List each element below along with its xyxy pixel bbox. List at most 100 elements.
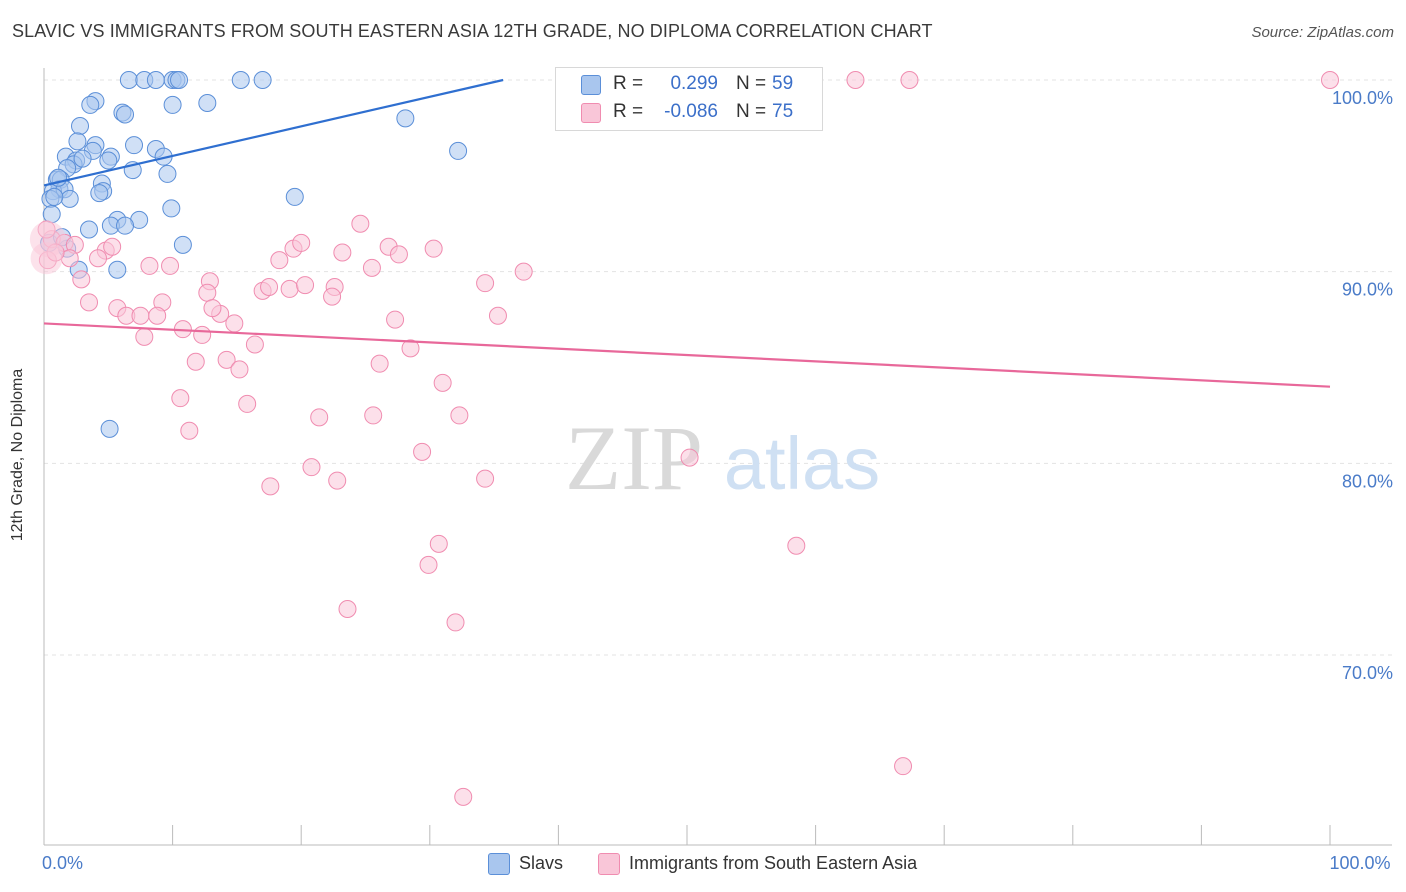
- point-slavs[interactable]: [396, 109, 415, 128]
- point-immigrants[interactable]: [171, 389, 190, 408]
- point-immigrants[interactable]: [476, 274, 495, 293]
- point-slavs[interactable]: [158, 164, 177, 183]
- point-immigrants[interactable]: [476, 469, 495, 488]
- point-immigrants[interactable]: [401, 339, 420, 358]
- point-slavs[interactable]: [163, 95, 182, 114]
- point-slavs[interactable]: [116, 105, 135, 124]
- point-immigrants[interactable]: [389, 245, 408, 264]
- r-value: -0.086: [664, 101, 718, 122]
- point-immigrants[interactable]: [302, 458, 321, 477]
- point-slavs[interactable]: [125, 136, 144, 155]
- point-immigrants[interactable]: [203, 299, 222, 318]
- point-slavs[interactable]: [60, 189, 79, 208]
- n-value: 59: [772, 73, 794, 94]
- point-immigrants[interactable]: [198, 283, 217, 302]
- point-immigrants[interactable]: [310, 408, 329, 427]
- point-immigrants[interactable]: [433, 373, 452, 392]
- point-immigrants[interactable]: [89, 249, 108, 268]
- point-slavs[interactable]: [449, 141, 468, 160]
- y-tick-label: 100.0%: [1332, 88, 1393, 108]
- axes: [43, 68, 1392, 846]
- point-slavs[interactable]: [170, 71, 189, 89]
- point-immigrants[interactable]: [450, 406, 469, 425]
- point-slavs[interactable]: [108, 260, 127, 279]
- r-label: R =: [613, 101, 644, 122]
- point-immigrants[interactable]: [446, 613, 465, 632]
- point-immigrants[interactable]: [217, 350, 236, 369]
- point-slavs[interactable]: [146, 71, 165, 89]
- point-immigrants[interactable]: [370, 354, 389, 373]
- r-value: 0.299: [670, 73, 718, 94]
- point-slavs[interactable]: [253, 71, 272, 89]
- point-immigrants[interactable]: [364, 406, 383, 425]
- point-immigrants[interactable]: [424, 239, 443, 258]
- point-slavs[interactable]: [231, 71, 250, 89]
- point-slavs[interactable]: [42, 205, 61, 224]
- point-immigrants[interactable]: [900, 71, 919, 89]
- stats-box: R = 0.299 N = 59 R = -0.086 N = 75: [555, 67, 823, 131]
- point-immigrants[interactable]: [419, 555, 438, 574]
- point-slavs[interactable]: [173, 235, 192, 254]
- point-immigrants[interactable]: [270, 251, 289, 270]
- point-slavs[interactable]: [71, 117, 90, 135]
- point-immigrants[interactable]: [135, 327, 154, 346]
- point-slavs[interactable]: [116, 216, 135, 235]
- point-immigrants[interactable]: [454, 787, 473, 806]
- point-immigrants[interactable]: [323, 287, 342, 306]
- point-immigrants[interactable]: [296, 276, 315, 295]
- point-immigrants[interactable]: [180, 421, 199, 440]
- point-immigrants[interactable]: [362, 258, 381, 277]
- point-immigrants[interactable]: [193, 325, 212, 344]
- point-immigrants[interactable]: [1321, 71, 1339, 89]
- legend-label: Immigrants from South Eastern Asia: [629, 853, 918, 873]
- point-slavs[interactable]: [73, 149, 92, 168]
- point-immigrants[interactable]: [338, 600, 357, 618]
- point-slavs[interactable]: [80, 220, 99, 239]
- point-immigrants[interactable]: [333, 243, 352, 262]
- point-cluster: [30, 242, 63, 275]
- point-immigrants[interactable]: [131, 306, 150, 325]
- point-immigrants[interactable]: [292, 233, 311, 252]
- point-immigrants[interactable]: [225, 314, 244, 333]
- point-immigrants[interactable]: [186, 352, 205, 371]
- point-immigrants[interactable]: [429, 534, 448, 553]
- point-immigrants[interactable]: [328, 471, 347, 490]
- point-slavs[interactable]: [285, 187, 304, 206]
- x-tick-label: 100.0%: [1329, 853, 1390, 873]
- point-immigrants[interactable]: [894, 757, 913, 776]
- point-slavs[interactable]: [119, 71, 138, 89]
- point-immigrants[interactable]: [846, 71, 865, 89]
- point-immigrants[interactable]: [261, 477, 280, 496]
- point-immigrants[interactable]: [161, 256, 180, 275]
- point-slavs[interactable]: [100, 419, 119, 438]
- point-immigrants[interactable]: [245, 335, 264, 354]
- point-immigrants[interactable]: [238, 394, 257, 413]
- point-immigrants[interactable]: [103, 237, 122, 256]
- point-immigrants[interactable]: [488, 306, 507, 325]
- point-immigrants[interactable]: [72, 270, 91, 289]
- point-slavs[interactable]: [45, 187, 64, 206]
- point-immigrants[interactable]: [787, 536, 806, 555]
- point-immigrants[interactable]: [80, 293, 99, 312]
- point-immigrants[interactable]: [386, 310, 405, 329]
- point-immigrants[interactable]: [140, 256, 159, 275]
- tick-labels: 100.0% 90.0% 80.0% 70.0% 0.0% 100.0%: [42, 88, 1393, 873]
- point-slavs[interactable]: [162, 199, 181, 218]
- point-immigrants[interactable]: [230, 360, 249, 379]
- point-slavs[interactable]: [81, 95, 100, 114]
- point-slavs[interactable]: [68, 132, 87, 151]
- point-immigrants[interactable]: [148, 306, 167, 325]
- point-immigrants[interactable]: [260, 278, 279, 296]
- point-slavs[interactable]: [198, 94, 217, 112]
- stats-row-slavs: R = 0.299 N = 59: [556, 71, 822, 99]
- point-immigrants[interactable]: [351, 214, 370, 233]
- r-label: R =: [613, 73, 644, 94]
- point-slavs[interactable]: [99, 151, 118, 170]
- point-immigrants[interactable]: [680, 448, 699, 467]
- point-immigrants[interactable]: [280, 279, 299, 298]
- trend-line-immigrants: [43, 322, 1331, 388]
- point-immigrants[interactable]: [514, 262, 533, 281]
- point-immigrants[interactable]: [413, 442, 432, 461]
- point-slavs[interactable]: [90, 184, 109, 203]
